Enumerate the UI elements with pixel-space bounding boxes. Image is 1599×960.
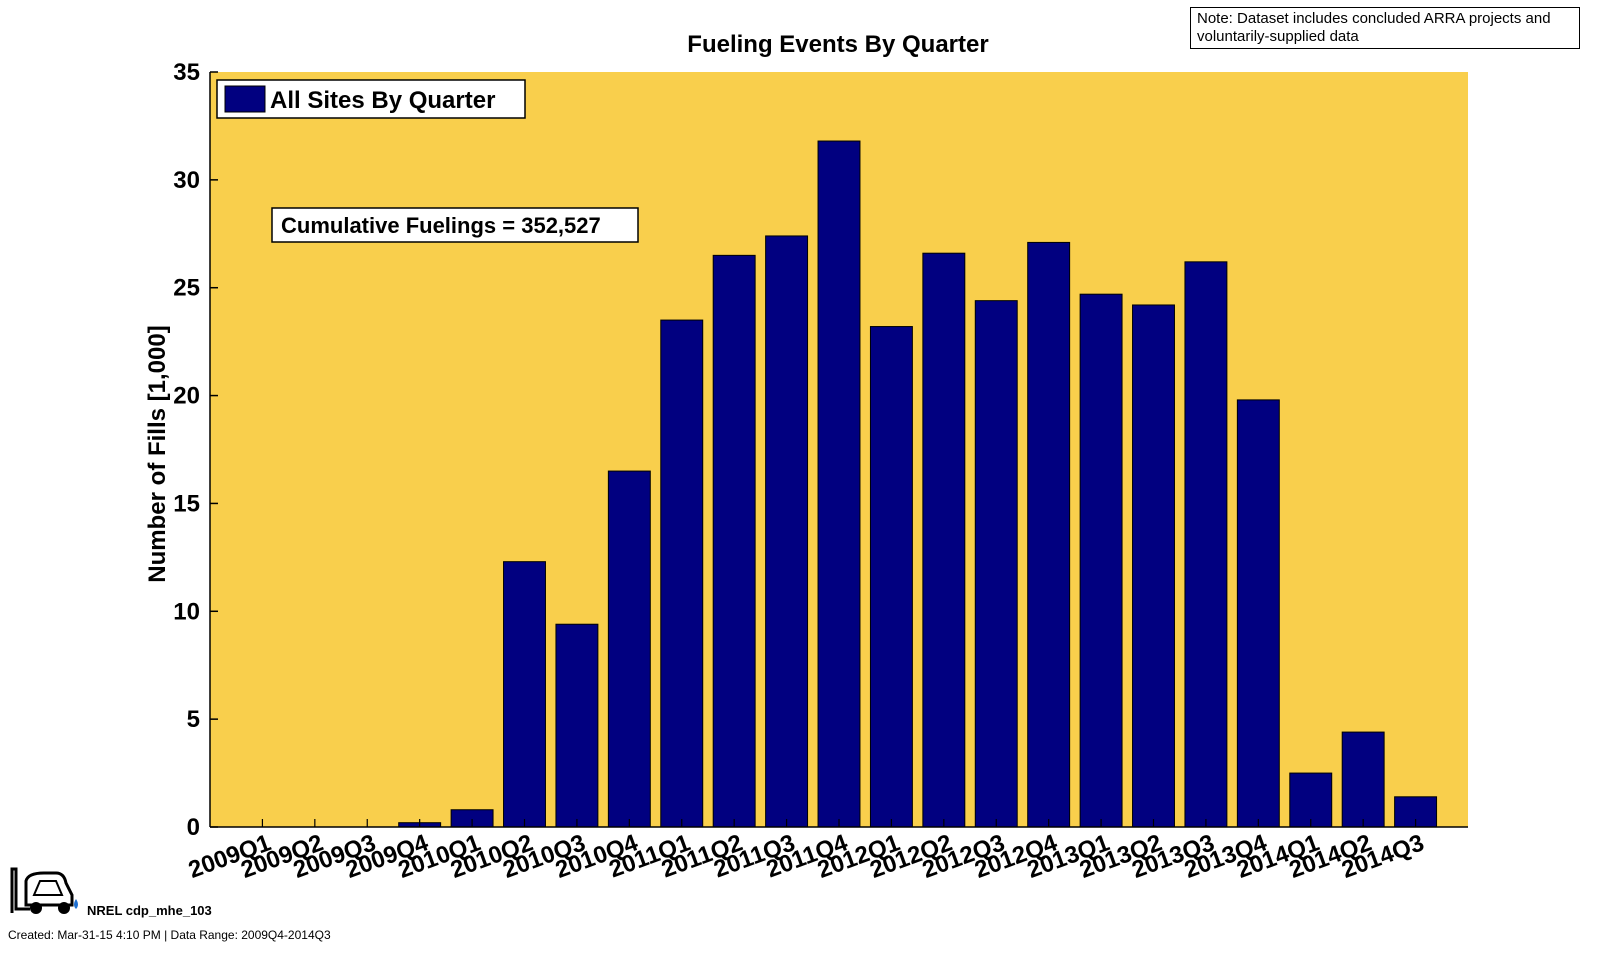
y-axis-label: Number of Fills [1,000] (144, 325, 171, 582)
bar-2014Q1 (1289, 772, 1333, 828)
bar-2014Q2 (1341, 731, 1385, 828)
footer-created: Created: Mar-31-15 4:10 PM | Data Range:… (8, 928, 331, 942)
bar-2012Q1 (869, 326, 913, 828)
bar-2011Q1 (660, 319, 704, 828)
bar-2012Q2 (922, 252, 966, 828)
forklift-logo-icon (10, 867, 78, 914)
y-tick-label: 25 (173, 275, 200, 302)
x-axis: 2009Q12009Q22009Q32009Q42010Q12010Q22010… (185, 819, 1468, 884)
y-tick-label: 15 (173, 490, 200, 517)
y-tick-label: 30 (173, 167, 200, 194)
cumulative-annotation: Cumulative Fuelings = 352,527 (281, 213, 601, 238)
y-axis: 0 5 10 15 20 25 30 35 (173, 59, 218, 841)
y-tick-label: 35 (173, 59, 200, 86)
y-tick-label: 10 (173, 598, 200, 625)
bar-2013Q1 (1079, 293, 1123, 828)
bar-2013Q3 (1184, 261, 1228, 828)
footer-id: NREL cdp_mhe_103 (87, 903, 212, 918)
bar-2011Q3 (765, 235, 809, 828)
bar-2013Q2 (1132, 304, 1175, 828)
legend-label: All Sites By Quarter (270, 87, 495, 114)
dataset-note: Note: Dataset includes concluded ARRA pr… (1190, 7, 1580, 49)
y-tick-label: 0 (187, 814, 200, 841)
bar-2011Q4 (817, 140, 861, 828)
y-tick-label: 20 (173, 383, 200, 410)
bar-2012Q4 (1027, 241, 1071, 828)
annotation-box: Cumulative Fuelings = 352,527 (271, 207, 639, 243)
bar-2011Q2 (712, 254, 756, 828)
bar-2010Q4 (607, 470, 651, 828)
bar-2010Q3 (555, 623, 599, 828)
chart-title: Fueling Events By Quarter (687, 31, 988, 58)
bar-2013Q4 (1236, 399, 1280, 828)
y-tick-label: 5 (187, 706, 200, 733)
legend-swatch (224, 85, 266, 113)
legend: All Sites By Quarter (216, 79, 526, 119)
bar-2012Q3 (974, 300, 1018, 828)
bar-series (398, 140, 1438, 828)
bar-2010Q2 (503, 561, 546, 828)
